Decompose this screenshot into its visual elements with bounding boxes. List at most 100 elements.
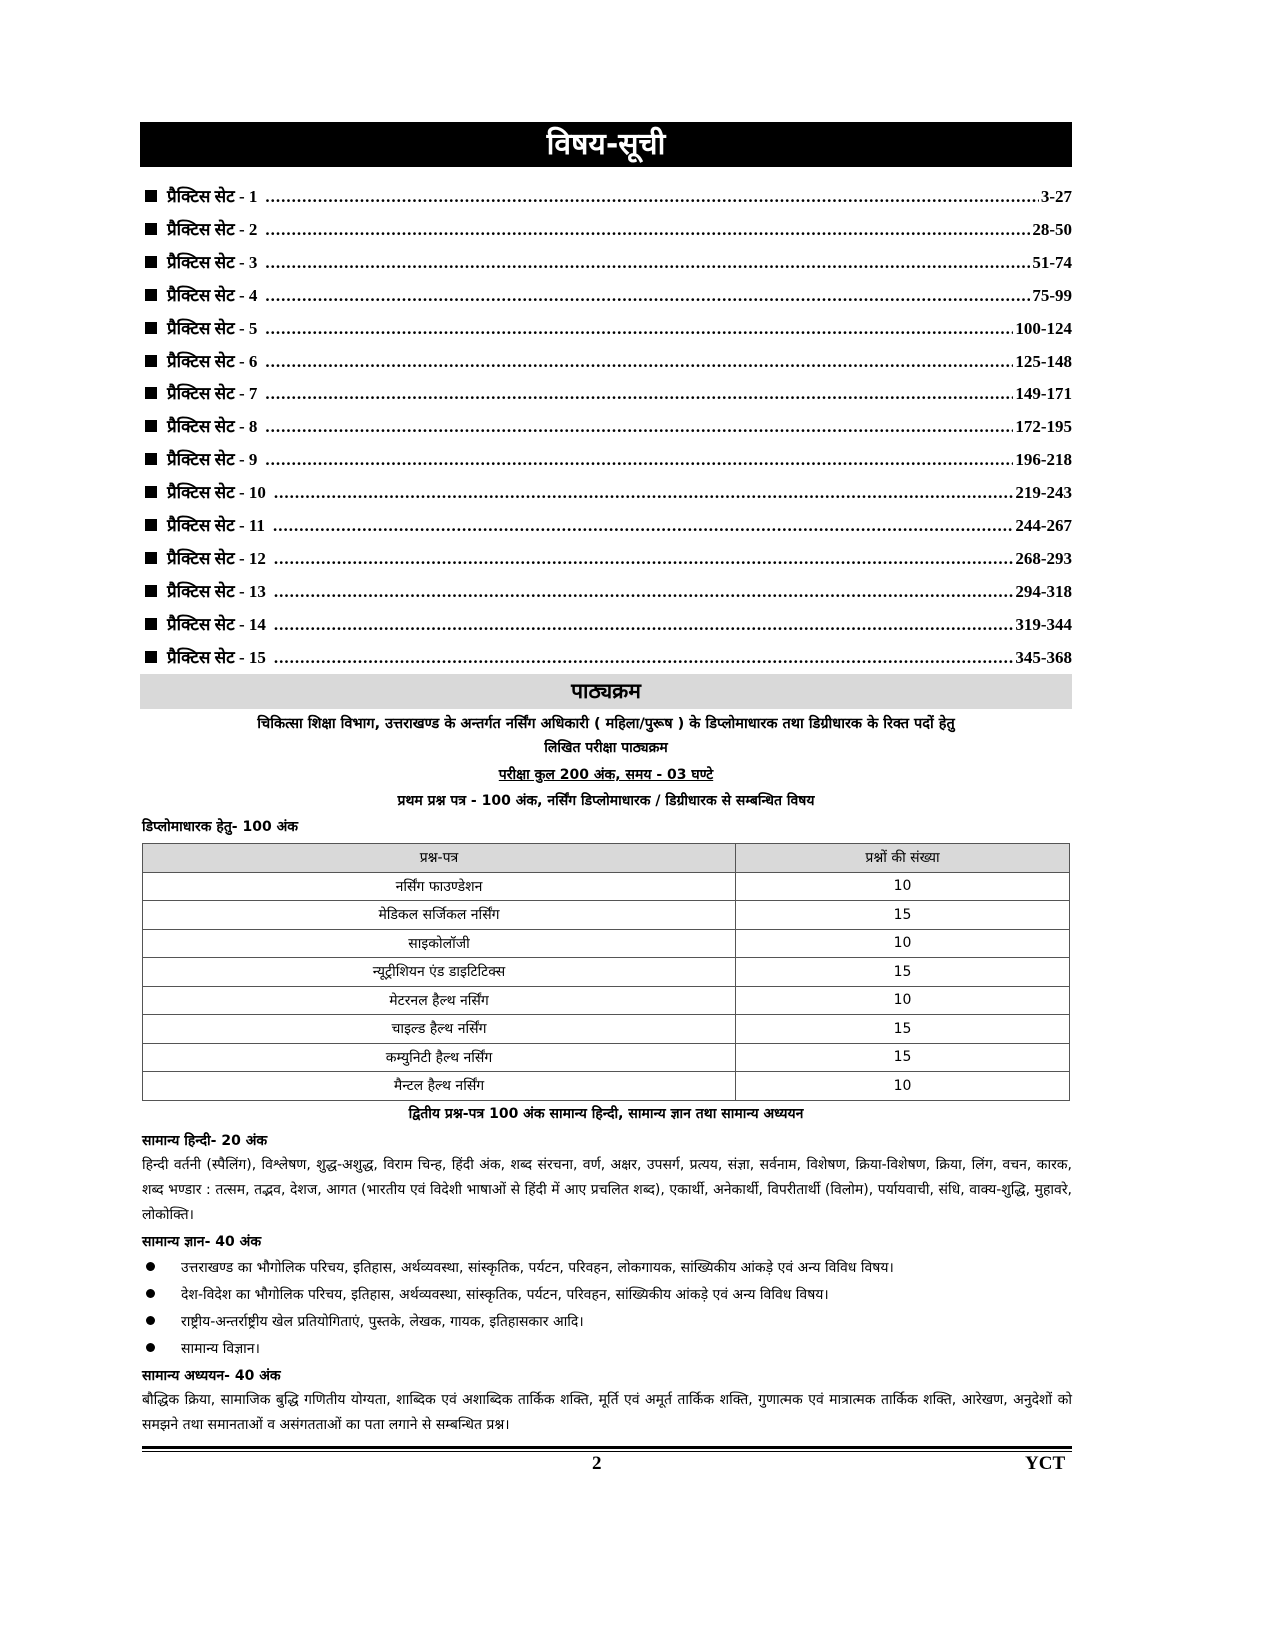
table-row: चाइल्ड हैल्थ नर्सिंग 15 <box>142 1014 1070 1044</box>
toc-item[interactable]: प्रैक्टिस सेट - 9 196-218 <box>145 447 1072 473</box>
subjects-table: प्रश्न-पत्र प्रश्नों की संख्या नर्सिंग फ… <box>142 843 1070 1101</box>
subject-cell: मैन्टल हैल्थ नर्सिंग <box>142 1071 736 1101</box>
toc-pages: 149-171 <box>1015 384 1072 404</box>
table-row: कम्युनिटी हैल्थ नर्सिंग 15 <box>142 1042 1070 1072</box>
col-header-paper: प्रश्न-पत्र <box>142 843 736 873</box>
gk-heading: सामान्य ज्ञान- 40 अंक <box>142 1234 262 1250</box>
count-cell: 10 <box>735 985 1070 1015</box>
count-cell: 15 <box>735 900 1070 930</box>
count-cell: 15 <box>735 1042 1070 1072</box>
toc-item[interactable]: प्रैक्टिस सेट - 13 294-318 <box>145 579 1072 605</box>
toc-label: प्रैक्टिस सेट - 10 <box>167 483 266 503</box>
toc-item[interactable]: प्रैक्टिस सेट - 4 75-99 <box>145 283 1072 309</box>
table-row: मैन्टल हैल्थ नर्सिंग 10 <box>142 1071 1070 1101</box>
toc-label: प्रैक्टिस सेट - 3 <box>167 252 258 272</box>
paper1-title: प्रथम प्रश्न पत्र - 100 अंक, नर्सिंग डिप… <box>397 793 815 809</box>
dot-leader <box>265 450 1013 470</box>
toc-item[interactable]: प्रैक्टिस सेट - 8 172-195 <box>145 414 1072 440</box>
toc-pages: 219-243 <box>1015 483 1072 503</box>
square-bullet-icon <box>145 321 157 334</box>
gk-item-text: देश-विदेश का भौगोलिक परिचय, इतिहास, अर्थ… <box>181 1287 829 1303</box>
dot-leader <box>265 253 1030 273</box>
square-bullet-icon <box>145 387 157 400</box>
gk-item: सामान्य विज्ञान। <box>142 1339 260 1358</box>
diploma-label: डिप्लोमाधारक हेतु- 100 अंक <box>142 819 299 835</box>
square-bullet-icon <box>145 222 157 235</box>
table-row: मेडिकल सर्जिकल नर्सिंग 15 <box>142 900 1070 930</box>
toc-label: प्रैक्टिस सेट - 8 <box>167 417 258 437</box>
toc-label: प्रैक्टिस सेट - 12 <box>167 548 266 568</box>
toc-pages: 319-344 <box>1015 614 1072 634</box>
count-cell: 15 <box>735 1014 1070 1044</box>
page-number: 2 <box>592 1453 602 1474</box>
gk-item-text: राष्ट्रीय-अन्तर्राष्ट्रीय खेल प्रतियोगित… <box>181 1314 584 1330</box>
toc-label: प्रैक्टिस सेट - 5 <box>167 318 258 338</box>
square-bullet-icon <box>145 190 157 202</box>
toc-item[interactable]: प्रैक्टिस सेट - 3 51-74 <box>145 250 1072 276</box>
toc-label: प्रैक्टिस सेट - 13 <box>167 581 266 601</box>
bullet-icon <box>146 1316 155 1325</box>
square-bullet-icon <box>145 288 157 301</box>
subject-cell: न्यूट्रीशियन एंड डाइटिटिक्स <box>142 957 736 987</box>
toc-pages: 28-50 <box>1032 219 1072 239</box>
exam-total: परीक्षा कुल 200 अंक, समय - 03 घण्टे <box>498 767 714 783</box>
toc-label: प्रैक्टिस सेट - 9 <box>167 450 258 470</box>
square-bullet-icon <box>145 650 157 663</box>
dot-leader <box>265 319 1013 339</box>
square-bullet-icon <box>145 255 157 268</box>
gk-item: राष्ट्रीय-अन्तर्राष्ट्रीय खेल प्रतियोगित… <box>142 1312 584 1331</box>
toc-item[interactable]: प्रैक्टिस सेट - 7 149-171 <box>145 381 1072 407</box>
toc-pages: 294-318 <box>1015 581 1072 601</box>
toc-label: प्रैक्टिस सेट - 1 <box>167 187 258 206</box>
toc-item[interactable]: प्रैक्टिस सेट - 15 345-368 <box>145 645 1072 671</box>
dot-leader <box>265 220 1030 240</box>
toc-label: प्रैक्टिस सेट - 7 <box>167 384 258 404</box>
toc-pages: 196-218 <box>1015 450 1072 470</box>
dot-leader <box>274 582 1013 602</box>
toc-item[interactable]: प्रैक्टिस सेट - 12 268-293 <box>145 546 1072 572</box>
toc-pages: 75-99 <box>1032 285 1072 305</box>
toc-item[interactable]: प्रैक्टिस सेट - 14 319-344 <box>145 612 1072 638</box>
dot-leader <box>265 187 1038 207</box>
toc-pages: 100-124 <box>1015 318 1072 338</box>
subject-cell: चाइल्ड हैल्थ नर्सिंग <box>142 1014 736 1044</box>
toc-label: प्रैक्टिस सेट - 15 <box>167 647 266 667</box>
gk-item-text: सामान्य विज्ञान। <box>181 1341 260 1357</box>
table-row: साइकोलॉजी 10 <box>142 928 1070 958</box>
count-cell: 10 <box>735 928 1070 958</box>
toc-pages: 172-195 <box>1015 417 1072 437</box>
gs-heading: सामान्य अध्ययन- 40 अंक <box>142 1368 281 1384</box>
dot-leader <box>274 549 1013 569</box>
col-header-count: प्रश्नों की संख्या <box>735 843 1070 873</box>
toc-item[interactable]: प्रैक्टिस सेट - 6 125-148 <box>145 349 1072 375</box>
syllabus-subtitle: लिखित परीक्षा पाठ्यक्रम <box>544 740 668 756</box>
dot-leader <box>274 615 1013 635</box>
toc-pages: 244-267 <box>1015 516 1072 535</box>
bullet-icon <box>146 1289 155 1298</box>
subject-cell: नर्सिंग फाउण्डेशन <box>142 871 736 901</box>
toc-item[interactable]: प्रैक्टिस सेट - 10 219-243 <box>145 480 1072 506</box>
table-row: मेटरनल हैल्थ नर्सिंग 10 <box>142 985 1070 1015</box>
dot-leader <box>265 384 1013 404</box>
hindi-text: हिन्दी वर्तनी (स्पैलिंग), विश्लेषण, शुद्… <box>142 1157 1072 1223</box>
brand-logo: YCT <box>1025 1453 1066 1474</box>
gk-item: देश-विदेश का भौगोलिक परिचय, इतिहास, अर्थ… <box>142 1285 829 1304</box>
toc-item[interactable]: प्रैक्टिस सेट - 1 3-27 <box>145 184 1072 210</box>
gs-text: बौद्धिक क्रिया, सामाजिक बुद्धि गणितीय यो… <box>142 1392 1072 1433</box>
toc-item[interactable]: प्रैक्टिस सेट - 2 28-50 <box>145 217 1072 243</box>
toc-item[interactable]: प्रैक्टिस सेट - 5 100-124 <box>145 316 1072 342</box>
square-bullet-icon <box>145 420 157 433</box>
toc-pages: 3-27 <box>1040 187 1072 206</box>
dot-leader <box>274 483 1013 503</box>
dot-leader <box>265 286 1030 306</box>
square-bullet-icon <box>145 617 157 630</box>
toc-pages: 345-368 <box>1015 647 1072 667</box>
footer-divider-thin <box>142 1451 1072 1452</box>
syllabus-heading: पाठ्यक्रम <box>140 674 1072 709</box>
toc-pages: 125-148 <box>1015 351 1072 371</box>
syllabus-intro: चिकित्सा शिक्षा विभाग, उत्तराखण्ड के अन्… <box>257 716 955 732</box>
toc-label: प्रैक्टिस सेट - 11 <box>167 516 265 535</box>
toc-item[interactable]: प्रैक्टिस सेट - 11 244-267 <box>145 513 1072 539</box>
toc-label: प्रैक्टिस सेट - 14 <box>167 614 266 634</box>
